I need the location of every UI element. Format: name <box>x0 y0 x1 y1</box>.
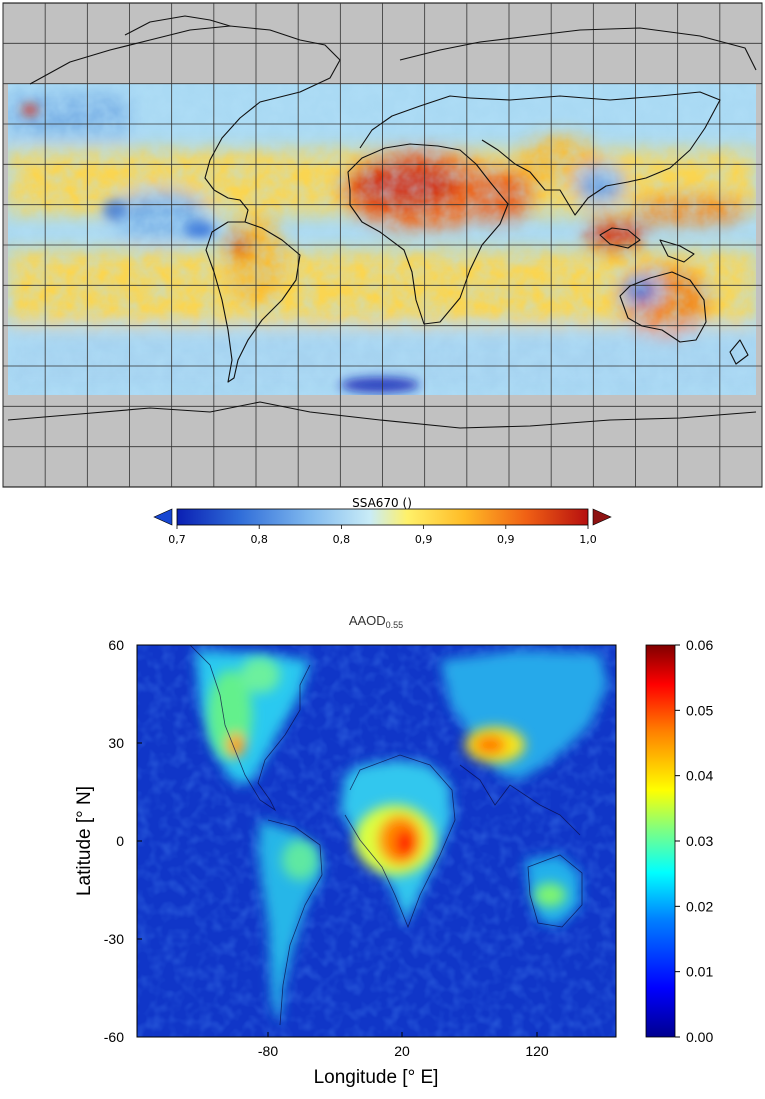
aaod-ytick-label: 30 <box>108 735 124 751</box>
ssa-colorbar-tick-label: 0,7 <box>168 533 186 546</box>
ssa670-map <box>2 2 763 488</box>
aaod-ytick-label: 0 <box>116 833 124 849</box>
aaod-colorbar-ticks: 0.06 0.05 0.04 0.03 0.02 0.01 0.00 <box>675 637 713 1045</box>
aaod-cb-tick-label: 0.01 <box>686 964 713 980</box>
aaod-title: AAOD0.55 <box>349 613 403 630</box>
ssa-colorbar-tick-label: 0,9 <box>497 533 515 546</box>
aaod-cb-tick-label: 0.00 <box>686 1029 713 1045</box>
ssa-colorbar-tick-label: 0,8 <box>333 533 351 546</box>
colorbar-min-arrow <box>153 508 173 526</box>
aaod-ylabel: Latitude [° N] <box>74 786 95 896</box>
aaod-data-field <box>137 645 616 1037</box>
aaod-coastlines <box>189 645 583 1026</box>
ssa-colorbar-tick-label: 0,9 <box>415 533 433 546</box>
aaod-xlabel: Longitude [° E] <box>314 1067 439 1088</box>
aaod-cb-tick-label: 0.02 <box>686 898 713 914</box>
ssa-lat-lon-grid <box>2 3 763 487</box>
aaod-xtick-label: -80 <box>258 1043 278 1059</box>
aaod-cb-tick-label: 0.06 <box>686 637 713 653</box>
ssa670-colorbar: SSA670 () 0,7 0,8 0,8 0,9 0,9 1,0 <box>153 496 612 546</box>
ssa-colorbar-ticks: 0,7 0,8 0,8 0,9 0,9 1,0 <box>168 525 597 546</box>
aaod-cb-tick-label: 0.03 <box>686 833 713 849</box>
aaod-ytick-label: 60 <box>108 637 124 653</box>
ssa-data-field <box>8 84 756 395</box>
aaod-ytick-label: -30 <box>104 931 124 947</box>
aaod-ytick-label: -60 <box>104 1029 124 1045</box>
aaod-xtick-label: 20 <box>394 1043 410 1059</box>
aaod-colorbar <box>645 644 676 1038</box>
ssa-colorbar-title: SSA670 () <box>352 496 412 510</box>
colorbar-max-arrow <box>592 508 612 526</box>
ssa-colorbar-tick-label: 0,8 <box>250 533 268 546</box>
ssa-colorbar-gradient <box>176 508 589 526</box>
aaod-cb-tick-label: 0.05 <box>686 702 713 718</box>
coastlines <box>7 15 757 429</box>
aaod-y-axis: 60 30 0 -30 -60 <box>104 637 142 1045</box>
ssa-colorbar-tick-label: 1,0 <box>579 533 597 546</box>
aaod-cb-tick-label: 0.04 <box>686 768 713 784</box>
aaod-xtick-label: 120 <box>525 1043 549 1059</box>
aaod-x-axis: -80 20 120 <box>258 1032 549 1059</box>
